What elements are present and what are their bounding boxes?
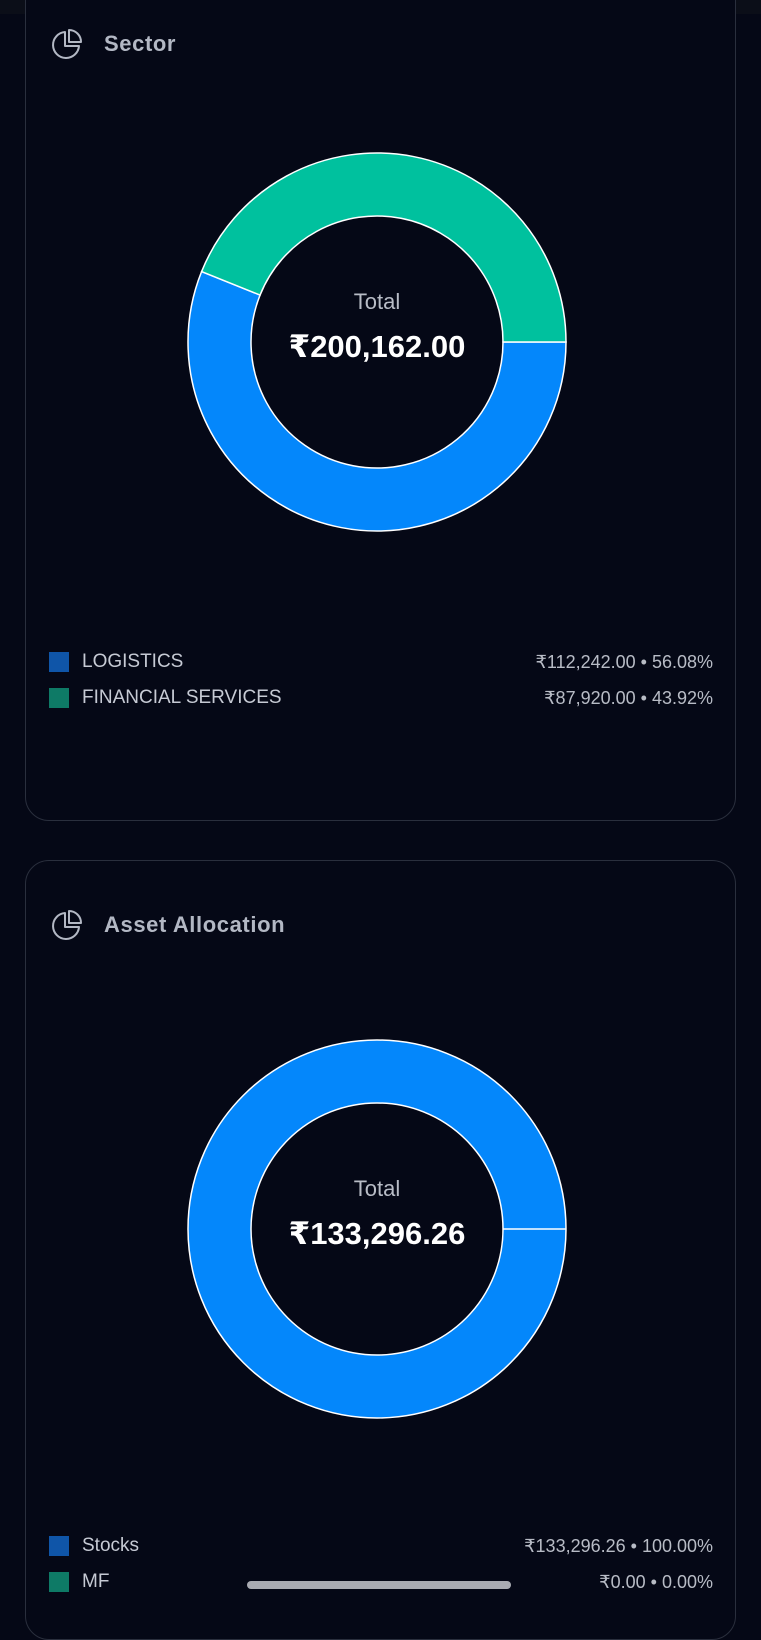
asset-allocation-donut-svg: [187, 1039, 567, 1419]
legend-row-logistics[interactable]: LOGISTICS ₹112,242.00 • 56.08%: [49, 644, 713, 680]
legend-swatch: [49, 1572, 69, 1592]
asset-allocation-card: Asset Allocation Total ₹133,296.26 Stock…: [25, 860, 736, 1640]
legend-row-financial-services[interactable]: FINANCIAL SERVICES ₹87,920.00 • 43.92%: [49, 680, 713, 716]
legend-name: FINANCIAL SERVICES: [82, 687, 282, 708]
asset-allocation-donut-chart: Total ₹133,296.26: [186, 1038, 568, 1420]
asset-allocation-card-title: Asset Allocation: [104, 912, 286, 937]
sector-slice-financial-services[interactable]: [200, 152, 567, 343]
legend-name: LOGISTICS: [82, 651, 184, 672]
sector-card: Sector Total ₹200,162.00 LOGISTICS ₹112,…: [25, 0, 736, 821]
legend-value: ₹133,296.26 • 100.00%: [524, 1535, 713, 1556]
legend-swatch: [49, 652, 69, 672]
sector-card-header: Sector: [50, 27, 176, 61]
legend-swatch: [49, 688, 69, 708]
legend-value: ₹112,242.00 • 56.08%: [535, 651, 713, 672]
home-indicator[interactable]: [247, 1581, 511, 1589]
sector-donut-svg: [187, 152, 567, 532]
asset-allocation-card-header: Asset Allocation: [50, 908, 285, 942]
sector-slice-logistics[interactable]: [187, 270, 567, 532]
asset-allocation-legend: Stocks ₹133,296.26 • 100.00% MF ₹0.00 • …: [49, 1528, 713, 1600]
pie-chart-icon: [52, 29, 82, 59]
legend-name: MF: [82, 1571, 110, 1592]
sector-legend: LOGISTICS ₹112,242.00 • 56.08% FINANCIAL…: [49, 644, 713, 716]
legend-name: Stocks: [82, 1535, 140, 1556]
legend-row-stocks[interactable]: Stocks ₹133,296.26 • 100.00%: [49, 1528, 713, 1564]
legend-swatch: [49, 1536, 69, 1556]
legend-row-mf[interactable]: MF ₹0.00 • 0.00%: [49, 1564, 713, 1600]
sector-card-title: Sector: [104, 31, 177, 56]
legend-value: ₹87,920.00 • 43.92%: [544, 687, 713, 708]
legend-value: ₹0.00 • 0.00%: [599, 1571, 713, 1592]
sector-donut-chart: Total ₹200,162.00: [186, 151, 568, 533]
pie-chart-icon: [52, 910, 82, 940]
asset-allocation-slice-stocks[interactable]: [187, 1039, 567, 1419]
